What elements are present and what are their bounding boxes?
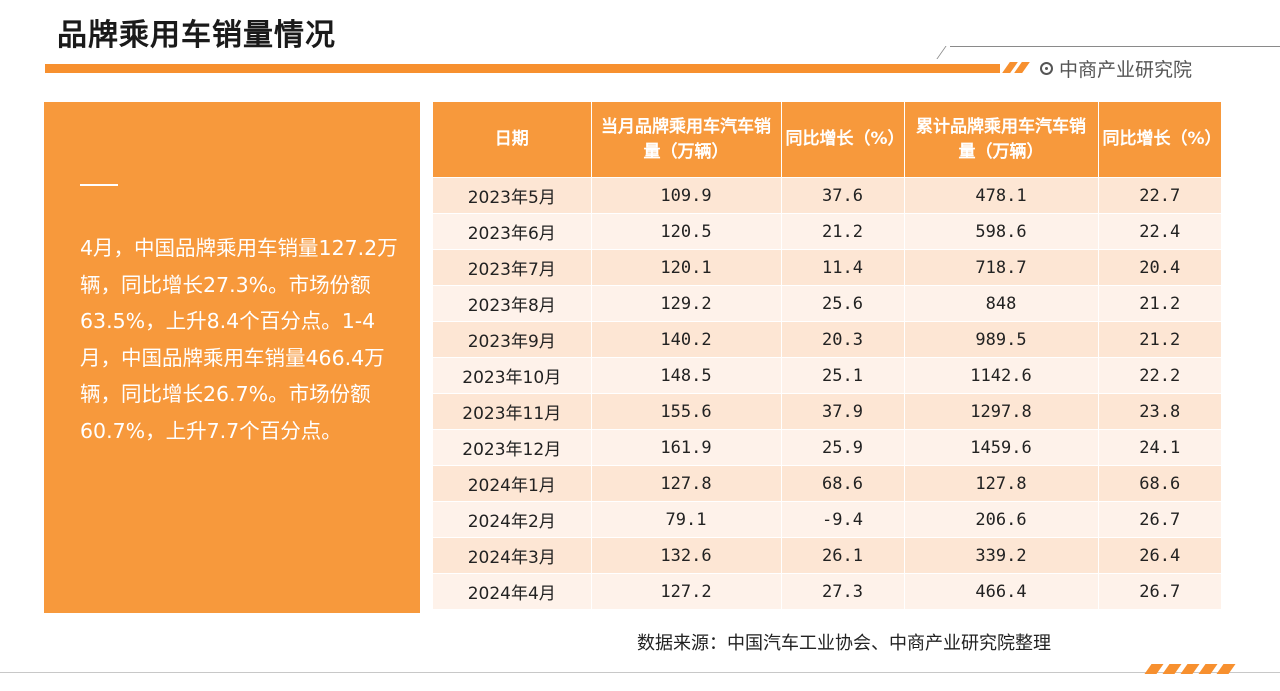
target-icon bbox=[1040, 62, 1053, 75]
cell-cumulative-sales: 478.1 bbox=[904, 177, 1099, 214]
cell-cumulative-growth: 24.1 bbox=[1098, 429, 1221, 466]
table-row: 2024年4月 127.2 27.3 466.4 26.7 bbox=[433, 573, 1221, 609]
table-row: 2024年3月 132.6 26.1 339.2 26.4 bbox=[433, 537, 1221, 574]
cell-date: 2023年9月 bbox=[433, 321, 592, 358]
cell-monthly-sales: 161.9 bbox=[591, 429, 782, 466]
cell-monthly-sales: 120.1 bbox=[591, 249, 782, 286]
header-rule-corner bbox=[936, 46, 947, 59]
cell-date: 2023年10月 bbox=[433, 357, 592, 394]
cell-date: 2023年5月 bbox=[433, 177, 592, 214]
cell-cumulative-growth: 22.4 bbox=[1098, 213, 1221, 250]
cell-monthly-growth: 37.6 bbox=[781, 177, 905, 214]
cell-monthly-growth: 21.2 bbox=[781, 213, 905, 250]
cell-date: 2024年4月 bbox=[433, 573, 592, 609]
footer-rule bbox=[0, 672, 1280, 673]
cell-monthly-sales: 127.8 bbox=[591, 465, 782, 502]
header-cumulative-growth: 同比增长（%） bbox=[1098, 102, 1222, 178]
cell-monthly-sales: 109.9 bbox=[591, 177, 782, 214]
cell-cumulative-growth: 22.7 bbox=[1098, 177, 1221, 214]
cell-date: 2023年11月 bbox=[433, 393, 592, 430]
cell-date: 2024年1月 bbox=[433, 465, 592, 502]
header-monthly-sales: 当月品牌乘用车汽车销量（万辆） bbox=[591, 102, 782, 178]
brand-label: 中商产业研究院 bbox=[1040, 55, 1192, 82]
cell-date: 2023年8月 bbox=[433, 285, 592, 322]
cell-monthly-growth: -9.4 bbox=[781, 501, 905, 538]
summary-divider bbox=[80, 184, 118, 186]
cell-cumulative-sales: 339.2 bbox=[904, 537, 1099, 574]
summary-panel: 4月，中国品牌乘用车销量127.2万辆，同比增长27.3%。市场份额63.5%，… bbox=[44, 102, 420, 613]
cell-cumulative-sales: 1459.6 bbox=[904, 429, 1099, 466]
cell-cumulative-growth: 20.4 bbox=[1098, 249, 1221, 286]
cell-cumulative-sales: 1142.6 bbox=[904, 357, 1099, 394]
cell-cumulative-sales: 848 bbox=[904, 285, 1099, 322]
data-source-note: 数据来源：中国汽车工业协会、中商产业研究院整理 bbox=[637, 633, 1051, 654]
cell-cumulative-growth: 26.4 bbox=[1098, 537, 1221, 574]
table-row: 2023年5月 109.9 37.6 478.1 22.7 bbox=[433, 177, 1221, 214]
cell-date: 2023年6月 bbox=[433, 213, 592, 250]
cell-monthly-sales: 120.5 bbox=[591, 213, 782, 250]
table-row: 2023年6月 120.5 21.2 598.6 22.4 bbox=[433, 213, 1221, 250]
cell-monthly-growth: 11.4 bbox=[781, 249, 905, 286]
header-cumulative-sales: 累计品牌乘用车汽车销量（万辆） bbox=[904, 102, 1099, 178]
title-underline-bar bbox=[45, 64, 1000, 73]
cell-cumulative-growth: 23.8 bbox=[1098, 393, 1221, 430]
cell-monthly-growth: 37.9 bbox=[781, 393, 905, 430]
cell-cumulative-sales: 206.6 bbox=[904, 501, 1099, 538]
cell-monthly-sales: 79.1 bbox=[591, 501, 782, 538]
cell-monthly-growth: 25.9 bbox=[781, 429, 905, 466]
table-row: 2024年2月 79.1 -9.4 206.6 26.7 bbox=[433, 501, 1221, 538]
cell-monthly-growth: 27.3 bbox=[781, 573, 905, 609]
cell-monthly-sales: 155.6 bbox=[591, 393, 782, 430]
page-title: 品牌乘用车销量情况 bbox=[57, 18, 336, 53]
cell-monthly-sales: 140.2 bbox=[591, 321, 782, 358]
header-monthly-growth: 同比增长（%） bbox=[781, 102, 905, 178]
summary-text: 4月，中国品牌乘用车销量127.2万辆，同比增长27.3%。市场份额63.5%，… bbox=[80, 236, 398, 443]
cell-cumulative-growth: 21.2 bbox=[1098, 285, 1221, 322]
cell-cumulative-sales: 466.4 bbox=[904, 573, 1099, 609]
cell-monthly-growth: 26.1 bbox=[781, 537, 905, 574]
sales-table: 日期 当月品牌乘用车汽车销量（万辆） 同比增长（%） 累计品牌乘用车汽车销量（万… bbox=[433, 102, 1222, 609]
brand-name: 中商产业研究院 bbox=[1059, 59, 1193, 81]
cell-cumulative-growth: 26.7 bbox=[1098, 501, 1221, 538]
table-header-row: 日期 当月品牌乘用车汽车销量（万辆） 同比增长（%） 累计品牌乘用车汽车销量（万… bbox=[433, 102, 1222, 178]
cell-cumulative-sales: 718.7 bbox=[904, 249, 1099, 286]
cell-date: 2023年12月 bbox=[433, 429, 592, 466]
table-row: 2023年7月 120.1 11.4 718.7 20.4 bbox=[433, 249, 1221, 286]
cell-monthly-growth: 20.3 bbox=[781, 321, 905, 358]
cell-date: 2024年3月 bbox=[433, 537, 592, 574]
table-row: 2023年11月 155.6 37.9 1297.8 23.8 bbox=[433, 393, 1221, 430]
table-row: 2024年1月 127.8 68.6 127.8 68.6 bbox=[433, 465, 1221, 502]
cell-monthly-sales: 132.6 bbox=[591, 537, 782, 574]
cell-date: 2023年7月 bbox=[433, 249, 592, 286]
cell-monthly-growth: 25.1 bbox=[781, 357, 905, 394]
cell-monthly-growth: 25.6 bbox=[781, 285, 905, 322]
cell-cumulative-growth: 22.2 bbox=[1098, 357, 1221, 394]
cell-cumulative-growth: 68.6 bbox=[1098, 465, 1221, 502]
table-row: 2023年9月 140.2 20.3 989.5 21.2 bbox=[433, 321, 1221, 358]
cell-cumulative-sales: 1297.8 bbox=[904, 393, 1099, 430]
cell-monthly-sales: 127.2 bbox=[591, 573, 782, 609]
cell-cumulative-sales: 127.8 bbox=[904, 465, 1099, 502]
header-rule bbox=[950, 46, 1280, 47]
cell-cumulative-sales: 989.5 bbox=[904, 321, 1099, 358]
cell-cumulative-growth: 21.2 bbox=[1098, 321, 1221, 358]
header-date: 日期 bbox=[433, 102, 592, 178]
cell-date: 2024年2月 bbox=[433, 501, 592, 538]
table-row: 2023年10月 148.5 25.1 1142.6 22.2 bbox=[433, 357, 1221, 394]
cell-monthly-sales: 129.2 bbox=[591, 285, 782, 322]
cell-cumulative-sales: 598.6 bbox=[904, 213, 1099, 250]
cell-monthly-growth: 68.6 bbox=[781, 465, 905, 502]
table-row: 2023年8月 129.2 25.6 848 21.2 bbox=[433, 285, 1221, 322]
table-row: 2023年12月 161.9 25.9 1459.6 24.1 bbox=[433, 429, 1221, 466]
cell-monthly-sales: 148.5 bbox=[591, 357, 782, 394]
cell-cumulative-growth: 26.7 bbox=[1098, 573, 1221, 609]
